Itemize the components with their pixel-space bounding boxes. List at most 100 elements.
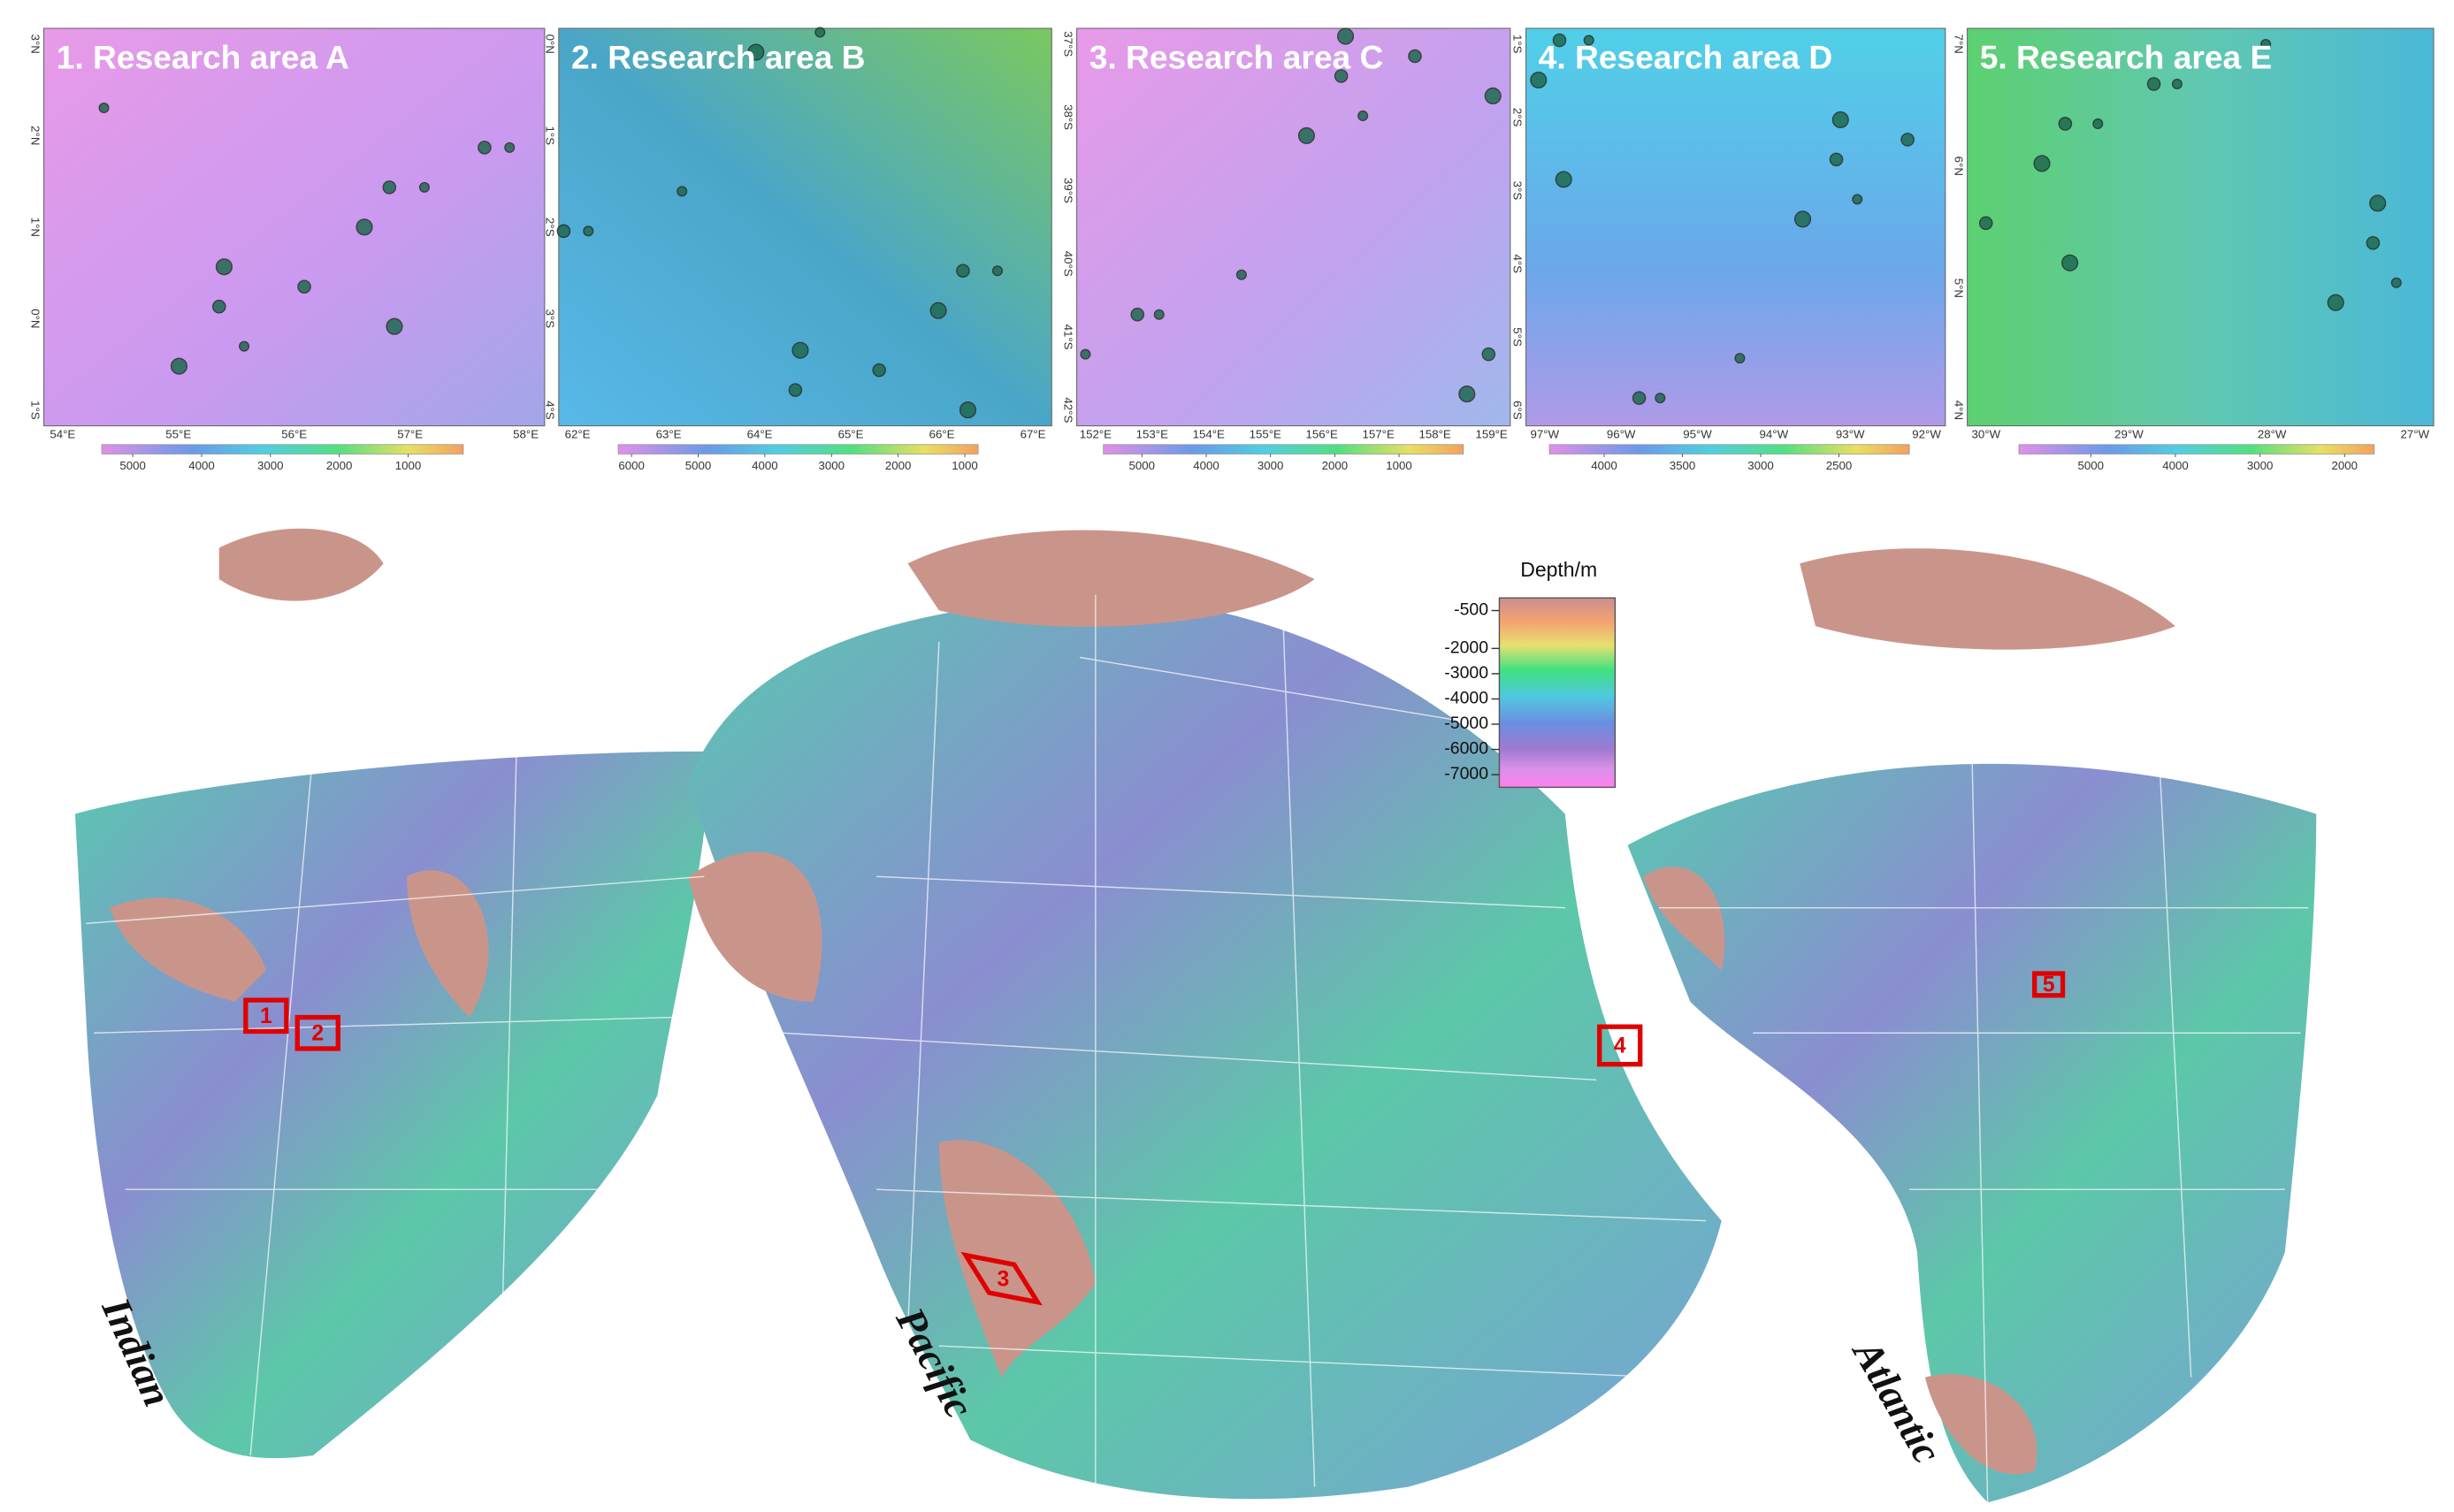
seamount: [1583, 34, 1594, 46]
lat-label: 6°S: [1510, 401, 1524, 420]
seamount: [747, 43, 765, 61]
lon-label: 27°W: [2400, 428, 2429, 441]
panel-title: 4. Research area D: [1539, 38, 1833, 75]
lon-label: 94°W: [1760, 428, 1789, 441]
seamount: [170, 357, 188, 375]
seamount: [2146, 77, 2161, 91]
colorbar-tick-label: 3000: [1747, 459, 1774, 472]
seamount: [1978, 216, 1993, 231]
lat-label: 4°N: [1952, 401, 1965, 420]
seamount: [583, 225, 594, 237]
panel-colorbar: [1548, 444, 1910, 454]
lon-label: 66°E: [929, 428, 955, 441]
seamount: [1794, 210, 1812, 228]
area-label: 3: [998, 1267, 1010, 1291]
lon-label: 54°E: [50, 428, 75, 441]
seamount: [1481, 347, 1496, 362]
colorbar-tick-label: -3000: [1444, 663, 1488, 683]
lat-label: 40°S: [1061, 251, 1074, 277]
lat-label: 39°S: [1061, 178, 1074, 203]
seamount: [1831, 111, 1849, 129]
lon-label: 67°E: [1021, 428, 1046, 441]
seamount: [215, 258, 233, 276]
seamount: [791, 341, 809, 359]
colorbar-tick-label: 5000: [2078, 459, 2105, 472]
colorbar-tick-label: -500: [1454, 600, 1488, 620]
seamount: [239, 340, 250, 352]
seamount: [297, 279, 311, 294]
lon-label: 155°E: [1250, 428, 1281, 441]
land: [109, 897, 266, 1002]
seamount: [211, 299, 226, 314]
seamount: [1555, 171, 1572, 188]
lat-label: 5°S: [1510, 327, 1524, 347]
seamount: [1852, 194, 1863, 205]
atlantic-lobe: [1627, 763, 2317, 1503]
area-box: [1597, 1024, 1643, 1067]
seamount: [1484, 87, 1502, 105]
lon-label: 55°E: [165, 428, 191, 441]
land: [1800, 548, 2175, 650]
seamount: [1235, 269, 1247, 280]
lat-label: 1°N: [28, 218, 42, 237]
lon-label: 152°E: [1080, 428, 1112, 441]
panel-map: [1076, 27, 1511, 427]
colorbar-tick-label: 3500: [1670, 459, 1696, 472]
seamount: [2171, 78, 2183, 90]
colorbar-tick-label: 2500: [1826, 459, 1853, 472]
seamount: [1408, 49, 1422, 64]
lon-label: 28°W: [2258, 428, 2287, 441]
lon-label: 153°E: [1136, 428, 1168, 441]
colorbar-tick-label: 3000: [257, 459, 284, 472]
lon-label: 158°E: [1418, 428, 1450, 441]
seamount: [1552, 33, 1567, 48]
seamount: [382, 180, 397, 195]
land: [688, 851, 822, 1002]
colorbar-tick-label: 2000: [1322, 459, 1349, 472]
lon-label: 63°E: [656, 428, 682, 441]
panel-colorbar: [2018, 444, 2375, 454]
panel-map: [43, 27, 546, 427]
lat-label: 2°S: [1510, 108, 1524, 127]
colorbar-tick-label: 2000: [885, 459, 912, 472]
colorbar-tick-label: 4000: [2162, 459, 2189, 472]
area-label: 1: [260, 1004, 272, 1028]
seamount: [1297, 126, 1315, 144]
area-label: 5: [2043, 974, 2055, 997]
lon-label: 96°W: [1607, 428, 1636, 441]
colorbar-tick-label: -2000: [1444, 638, 1488, 657]
area-box: [243, 997, 289, 1035]
lon-label: 93°W: [1836, 428, 1865, 441]
colorbar: [1498, 597, 1617, 789]
colorbar-tick-label: 6000: [618, 459, 645, 472]
lon-label: 154°E: [1193, 428, 1225, 441]
colorbar-tick-label: 4000: [1193, 459, 1219, 472]
seamount: [1530, 71, 1548, 89]
lat-label: 37°S: [1061, 31, 1074, 57]
seamount: [2033, 155, 2051, 172]
colorbar-tick-label: -5000: [1444, 714, 1488, 733]
lat-label: 42°S: [1061, 397, 1074, 423]
seamount: [991, 265, 1003, 277]
lat-label: 7°N: [1952, 34, 1965, 54]
seamount: [1458, 386, 1476, 403]
lon-label: 156°E: [1306, 428, 1338, 441]
panel-title: 1. Research area A: [57, 38, 349, 75]
seamount: [1080, 348, 1091, 360]
seamount: [2260, 39, 2272, 50]
lat-label: 1°S: [544, 126, 557, 146]
seamount: [1153, 309, 1165, 320]
seamount: [556, 224, 571, 239]
lat-label: 0°N: [28, 309, 42, 328]
seamount: [788, 383, 803, 397]
seamount: [872, 363, 886, 378]
seamount: [2058, 117, 2073, 131]
lat-label: 2°S: [544, 218, 557, 237]
lat-label: 1°S: [1510, 34, 1524, 54]
seamount: [677, 186, 688, 197]
lon-label: 97°W: [1530, 428, 1559, 441]
colorbar-tick-label: 2000: [326, 459, 353, 472]
lon-label: 57°E: [397, 428, 423, 441]
colorbar-tick-label: 3000: [2247, 459, 2274, 472]
